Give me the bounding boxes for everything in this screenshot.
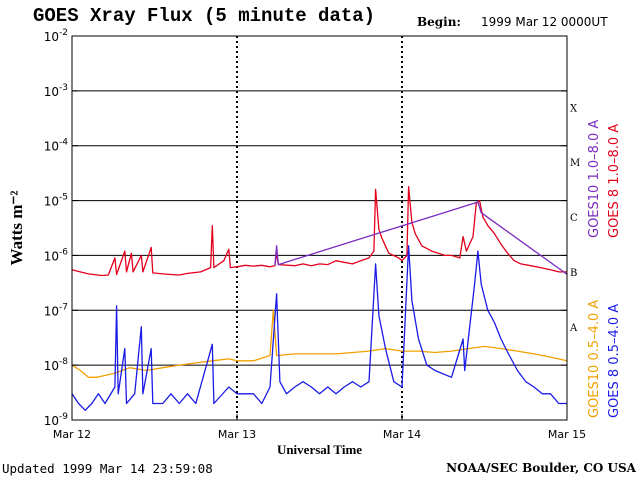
y-tick-exponent: -2 bbox=[59, 28, 68, 38]
plot-frame bbox=[71, 35, 568, 421]
page-title: GOES Xray Flux (5 minute data) bbox=[33, 5, 376, 27]
y-tick-label: 10-5 bbox=[44, 193, 68, 209]
y-tick-exponent: -3 bbox=[59, 83, 68, 93]
x-tick-label: Mar 13 bbox=[218, 428, 256, 441]
y-tick-label: 10-2 bbox=[44, 28, 68, 44]
y-tick-exponent: -9 bbox=[59, 412, 68, 422]
y-tick-label: 10-7 bbox=[44, 302, 68, 318]
flare-class-label: B bbox=[570, 268, 577, 279]
flare-class-label: X bbox=[570, 103, 578, 114]
y-tick-label: 10-3 bbox=[44, 83, 68, 99]
updated-timestamp: Updated 1999 Mar 14 23:59:08 bbox=[2, 461, 213, 476]
day-divider-lines bbox=[236, 36, 403, 420]
series-line bbox=[71, 185, 567, 277]
y-tick-label: 10-8 bbox=[44, 357, 69, 373]
y-tick-label: 10-4 bbox=[44, 138, 69, 154]
legend-entry: GOES10 0.5–4.0 A bbox=[587, 300, 602, 418]
series-line bbox=[71, 309, 568, 378]
x-tick-label: Mar 12 bbox=[53, 428, 91, 441]
x-tick-label: Mar 15 bbox=[548, 428, 586, 441]
y-tick-label: 10-9 bbox=[44, 412, 69, 428]
series-line bbox=[71, 245, 567, 411]
credit-line: NOAA/SEC Boulder, CO USA bbox=[446, 461, 636, 475]
series-lines bbox=[71, 185, 568, 411]
flare-class-labels: X M C B A bbox=[569, 103, 580, 333]
x-tick-label: Mar 14 bbox=[383, 428, 421, 441]
legend-entry: GOES 8 1.0–8.0 A bbox=[607, 124, 622, 238]
y-tick-exponent: -8 bbox=[59, 357, 68, 367]
flare-class-label: C bbox=[570, 213, 578, 224]
series-line bbox=[274, 201, 568, 276]
y-tick-label: 10-6 bbox=[44, 247, 69, 263]
begin-date: 1999 Mar 12 0000UT bbox=[481, 15, 608, 29]
y-tick-exponent: -4 bbox=[59, 138, 68, 148]
legend-entry: GOES10 1.0–8.0 A bbox=[587, 120, 602, 238]
legend: GOES 8 1.0–8.0 A GOES10 1.0–8.0 A GOES 8 0… bbox=[587, 120, 622, 418]
flare-class-label: M bbox=[570, 158, 580, 169]
x-axis-label: Universal Time bbox=[277, 442, 362, 457]
flare-class-label: A bbox=[569, 323, 578, 334]
y-axis-label: Watts m⁻² bbox=[7, 191, 26, 266]
legend-entry: GOES 8 0.5–4.0 A bbox=[607, 304, 622, 418]
decade-gridlines bbox=[72, 90, 567, 366]
begin-label: Begin: bbox=[417, 15, 461, 29]
y-tick-exponent: -5 bbox=[59, 193, 68, 203]
x-axis-ticks: Mar 12 Mar 13 Mar 14 Mar 15 bbox=[53, 414, 586, 441]
y-tick-exponent: -7 bbox=[59, 302, 68, 312]
y-tick-exponent: -6 bbox=[59, 247, 68, 257]
